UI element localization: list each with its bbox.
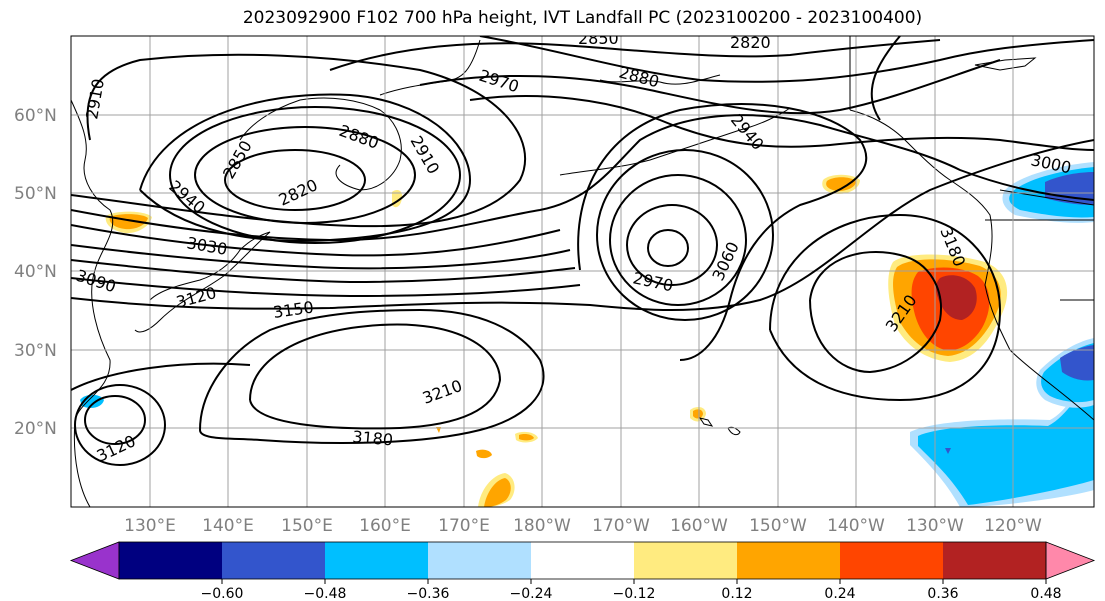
lon-label: 170°W (592, 516, 650, 536)
lon-label: 180°W (513, 516, 571, 536)
map-title: 2023092900 F102 700 hPa height, IVT Land… (242, 8, 923, 28)
colorbar-tick-label: −0.48 (304, 586, 347, 601)
longitude-labels: 130°E 140°E 150°E 160°E 170°E 180°W 170°… (124, 516, 1042, 536)
colorbar-tick-label: −0.24 (510, 586, 553, 601)
colorbar-extend-low (69, 541, 120, 580)
map-frame (70, 35, 1095, 508)
contour-label: 2850 (578, 29, 619, 48)
contour-label: 2820 (730, 33, 771, 52)
colorbar-tick-label: 0.48 (1030, 586, 1061, 601)
colorbar-tick-label: 0.12 (721, 586, 752, 601)
colorbar-tick-label: 0.24 (824, 586, 855, 601)
lon-label: 120°W (984, 516, 1042, 536)
lat-label: 40°N (14, 262, 57, 282)
colorbar-swatch (531, 542, 635, 579)
colorbar-swatch (943, 542, 1047, 579)
latitude-labels: 60°N 50°N 40°N 30°N 20°N (14, 106, 57, 439)
lat-label: 20°N (14, 419, 57, 439)
colorbar-swatch (840, 542, 944, 579)
lon-label: 150°W (749, 516, 807, 536)
colorbar-tick-label: −0.12 (613, 586, 656, 601)
colorbar-frame (118, 541, 1047, 580)
colorbar-extend-high (1045, 541, 1096, 580)
lon-label: 130°W (906, 516, 964, 536)
colorbar-tick-label: −0.36 (407, 586, 450, 601)
colorbar-tick-label: 0.36 (927, 586, 958, 601)
lon-label: 140°E (202, 516, 254, 536)
lon-label: 160°E (359, 516, 411, 536)
height-contours (71, 36, 1094, 466)
colorbar-swatch (222, 542, 326, 579)
colorbar-swatch (634, 542, 738, 579)
colorbar-swatch (428, 542, 532, 579)
lon-label: 140°W (827, 516, 885, 536)
colorbar: −0.60 −0.48 −0.36 −0.24 −0.12 0.12 0.24 0.36 0.4… (69, 541, 1096, 601)
lat-label: 50°N (14, 184, 57, 204)
ivt-shading (80, 162, 1094, 507)
lon-label: 170°E (438, 516, 490, 536)
colorbar-tick-label: −0.60 (201, 586, 244, 601)
colorbar-swatch (119, 542, 223, 579)
lat-label: 30°N (14, 341, 57, 361)
lon-label: 160°W (670, 516, 728, 536)
lat-label: 60°N (14, 106, 57, 126)
lon-label: 150°E (281, 516, 333, 536)
colorbar-swatch (737, 542, 841, 579)
colorbar-swatch (325, 542, 429, 579)
lon-label: 130°E (124, 516, 176, 536)
contour-label: 3180 (352, 427, 394, 449)
